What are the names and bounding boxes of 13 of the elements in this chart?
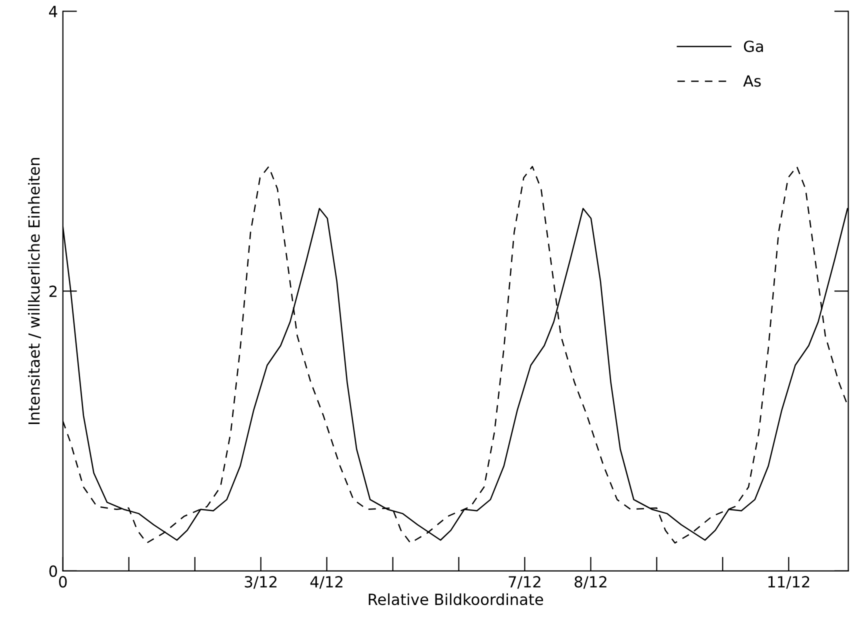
x-tick-label: 0 (59, 576, 67, 588)
x-tick-label: 3/12 (244, 576, 276, 589)
legend-label: Ga (744, 40, 763, 52)
x-tick-label: 7/12 (508, 576, 540, 589)
y-tick-label: 0 (49, 565, 58, 577)
y-tick-label: 2 (49, 286, 57, 297)
y-tick-label: 4 (49, 6, 58, 18)
x-tick-label: 11/12 (768, 576, 810, 589)
x-tick-label: 8/12 (574, 576, 606, 589)
y-axis-title: Intensitaet / willkuerliche Einheiten (28, 158, 42, 424)
legend-label: As (743, 75, 761, 87)
x-tick-label: 4/12 (310, 576, 342, 589)
x-axis-title: Relative Bildkoordinate (368, 593, 544, 606)
